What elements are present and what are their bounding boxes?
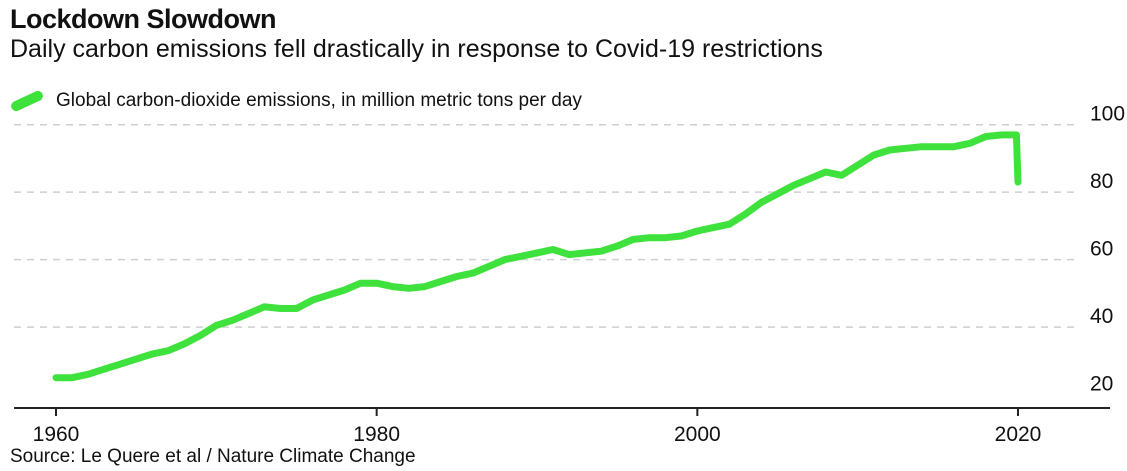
source-note: Source: Le Quere et al / Nature Climate … — [10, 446, 416, 467]
x-tick-label-1980: 1980 — [353, 423, 400, 446]
x-tick-label-2020: 2020 — [995, 423, 1042, 446]
legend-label: Global carbon-dioxide emissions, in mill… — [56, 90, 582, 111]
y-tick-label-20: 20 — [1090, 373, 1113, 396]
y-tick-label-100: 100 — [1090, 103, 1125, 126]
x-tick-label-1960: 1960 — [33, 423, 80, 446]
y-tick-label-40: 40 — [1090, 305, 1113, 328]
chart-subtitle: Daily carbon emissions fell drastically … — [10, 35, 823, 63]
x-tick-label-2000: 2000 — [674, 423, 721, 446]
y-tick-label-80: 80 — [1090, 170, 1113, 193]
legend: Global carbon-dioxide emissions, in mill… — [9, 89, 582, 113]
chart-title: Lockdown Slowdown — [10, 4, 276, 34]
y-tick-label-60: 60 — [1090, 238, 1113, 261]
series-line-0 — [52, 131, 1022, 382]
